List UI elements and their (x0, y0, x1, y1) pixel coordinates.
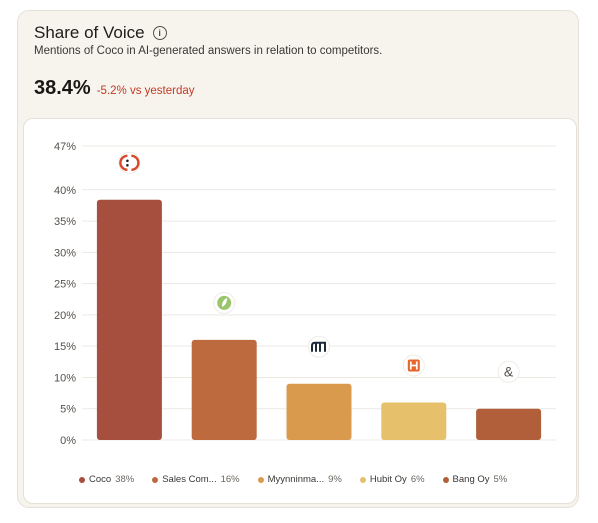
y-tick-label: 5% (60, 404, 76, 416)
y-tick-label: 35% (54, 216, 76, 228)
legend-value: 16% (220, 474, 240, 485)
leaf-logo-icon (213, 291, 236, 314)
legend-swatch (359, 476, 366, 483)
myynninmaa-logo-icon (308, 335, 330, 358)
logo-dot (126, 163, 129, 167)
legend-swatch (257, 476, 264, 483)
legend-value: 38% (115, 474, 135, 485)
y-tick-label: 20% (54, 310, 76, 322)
logo-arc-right (131, 154, 140, 171)
legend-value: 6% (410, 474, 425, 485)
y-tick-label: 15% (54, 341, 76, 353)
bar-myynninma[interactable] (286, 383, 352, 440)
legend-label: Sales Com... (162, 474, 217, 485)
share-of-voice-card: Share of Voice i Mentions of Coco in AI-… (17, 10, 579, 508)
legend-label: Bang Oy (452, 474, 490, 485)
logo-arc-left (119, 154, 128, 171)
legend-item[interactable]: Coco 38% (79, 474, 134, 485)
legend-value: 5% (493, 474, 508, 485)
legend-label: Hubit Oy (369, 474, 407, 485)
logo-badge (118, 151, 141, 174)
info-icon[interactable]: i (152, 26, 167, 40)
bar-bang-oy[interactable] (476, 408, 542, 440)
y-tick-label: 10% (54, 372, 76, 384)
card-title: Share of Voice (34, 23, 145, 42)
logo-leaf (222, 297, 228, 307)
legend-label: Coco (89, 474, 112, 485)
y-tick-label: 30% (54, 247, 76, 259)
chart-legend: Coco 38% Sales Com... 16% Myynninma... 9% Hubi… (79, 474, 507, 485)
legend-item[interactable]: Bang Oy 5% (442, 474, 508, 485)
logo-dot (126, 159, 129, 163)
chart-panel: 0% 5% 10% 15% 20% 25% 30% 35% 40% 47% & Coco 38% Sal… (23, 118, 577, 504)
share-metric: 38.4% (34, 77, 91, 99)
coco-logo-icon (118, 151, 141, 174)
legend-label: Myynninma... (267, 474, 325, 485)
legend-value: 9% (328, 474, 342, 485)
bar-coco[interactable] (96, 199, 162, 440)
legend-item[interactable]: Myynninma... 9% (257, 474, 342, 485)
y-tick-label: 0% (60, 435, 76, 447)
legend-item[interactable]: Hubit Oy 6% (359, 474, 425, 485)
bar-sales-com[interactable] (191, 339, 257, 440)
logo-ampersand: & (504, 364, 514, 380)
legend-swatch (79, 476, 85, 483)
legend-swatch (442, 476, 449, 483)
y-tick-label: 40% (54, 185, 76, 197)
logo-h (409, 361, 418, 370)
bar-chart: 0% 5% 10% 15% 20% 25% 30% 35% 40% 47% & (54, 141, 556, 447)
y-tick-label: 47% (54, 141, 76, 153)
ampersand-logo-icon: & (497, 360, 520, 383)
y-tick-label: 25% (54, 279, 76, 291)
logo-m (311, 341, 326, 352)
metric-row: 38.4% -5.2% vs yesterday (34, 77, 195, 100)
logo-badge (497, 360, 520, 383)
metric-delta: -5.2% vs yesterday (96, 85, 195, 97)
legend-item[interactable]: Sales Com... 16% (152, 474, 240, 485)
bar-hubit-oy[interactable] (381, 402, 447, 440)
hubit-logo-icon (402, 354, 425, 377)
legend-swatch (152, 476, 159, 483)
card-subtitle: Mentions of Coco in AI-generated answers… (34, 45, 383, 57)
title-row: Share of Voice i (34, 23, 167, 43)
